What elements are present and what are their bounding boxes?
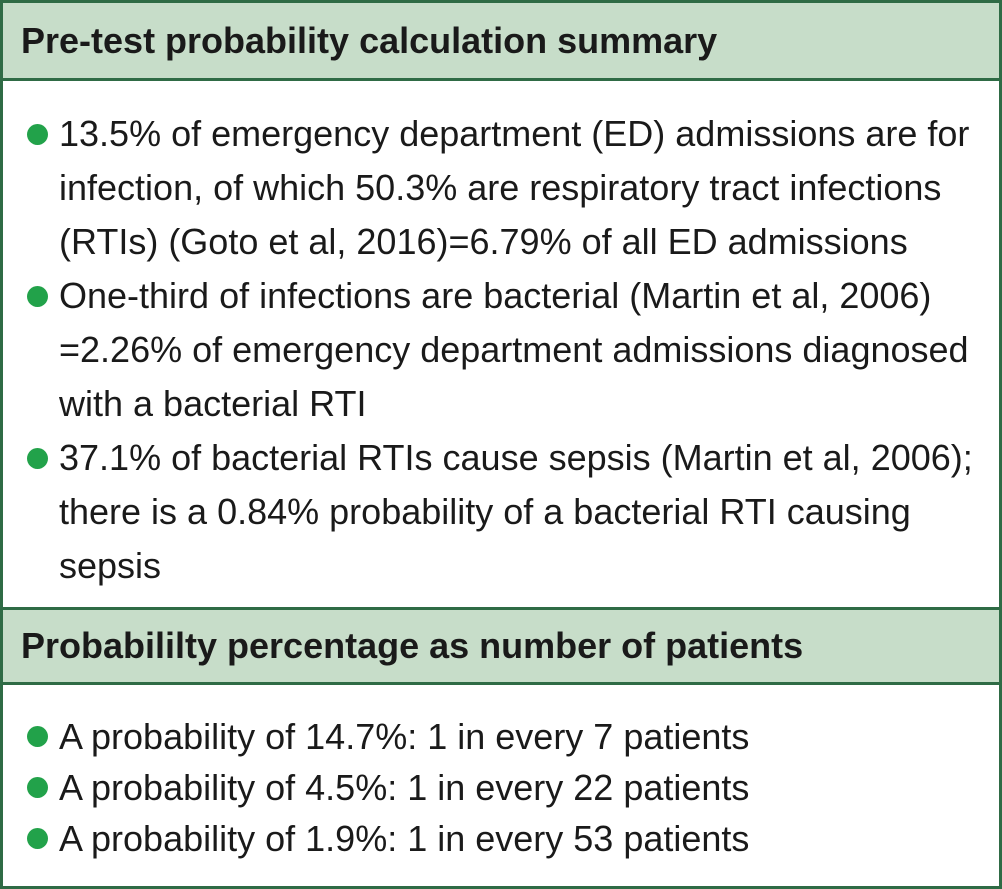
bullet-icon <box>27 726 48 747</box>
calculation-summary-list: 13.5% of emergency department (ED) admis… <box>3 107 999 593</box>
list-item-text: One-third of infections are bacterial (M… <box>59 275 969 424</box>
probability-patients-list: A probability of 14.7%: 1 in every 7 pat… <box>3 711 999 864</box>
list-item: A probability of 14.7%: 1 in every 7 pat… <box>3 711 999 762</box>
bullet-icon <box>27 448 48 469</box>
list-item: 37.1% of bacterial RTIs cause sepsis (Ma… <box>3 431 999 593</box>
section-header-probability-patients: Probabililty percentage as number of pat… <box>3 607 999 685</box>
bullet-icon <box>27 777 48 798</box>
bullet-icon <box>27 286 48 307</box>
list-item-text: 13.5% of emergency department (ED) admis… <box>59 113 970 262</box>
list-item-text: A probability of 1.9%: 1 in every 53 pat… <box>59 818 750 859</box>
list-item-text: A probability of 14.7%: 1 in every 7 pat… <box>59 716 750 757</box>
bullet-icon <box>27 828 48 849</box>
section-title: Probabililty percentage as number of pat… <box>21 625 804 666</box>
list-item: A probability of 1.9%: 1 in every 53 pat… <box>3 813 999 864</box>
section-header-calculation-summary: Pre-test probability calculation summary <box>3 3 999 81</box>
bullet-icon <box>27 124 48 145</box>
list-item: 13.5% of emergency department (ED) admis… <box>3 107 999 269</box>
list-item: A probability of 4.5%: 1 in every 22 pat… <box>3 762 999 813</box>
list-item-text: 37.1% of bacterial RTIs cause sepsis (Ma… <box>59 437 973 586</box>
section-title: Pre-test probability calculation summary <box>21 19 718 61</box>
list-item-text: A probability of 4.5%: 1 in every 22 pat… <box>59 767 750 808</box>
list-item: One-third of infections are bacterial (M… <box>3 269 999 431</box>
